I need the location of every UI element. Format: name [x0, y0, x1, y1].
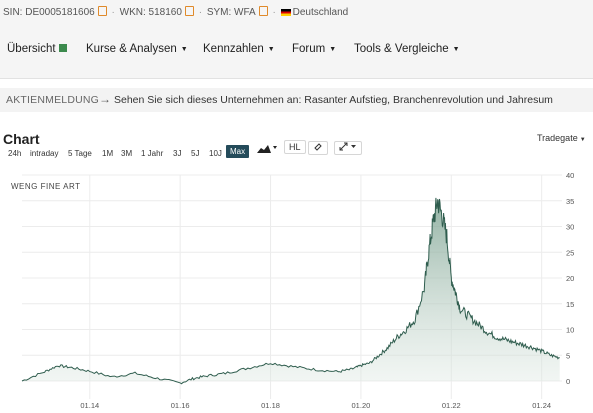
nav-item-kennzahlen[interactable]: Kennzahlen ▼: [203, 43, 275, 55]
chart-type-button[interactable]: [256, 142, 278, 156]
country-label: Deutschland: [292, 7, 349, 18]
y-tick-label: 30: [566, 223, 574, 232]
identifier-bar: SIN: DE0005181606 · WKN: 518160 · SYM: W…: [0, 0, 593, 30]
eraser-icon: [314, 143, 322, 151]
active-indicator-icon: [58, 44, 67, 52]
high-low-button[interactable]: HL: [284, 140, 306, 156]
expand-icon: [339, 142, 356, 151]
copy-symbol-icon[interactable]: [258, 6, 268, 16]
identifier-line: SIN: DE0005181606 · WKN: 518160 · SYM: W…: [3, 6, 349, 18]
range-24h-button[interactable]: 24h: [8, 149, 22, 158]
price-line: [21, 197, 560, 385]
chart-heading: Chart: [3, 131, 40, 147]
nav-item-forum[interactable]: Forum ▼: [292, 43, 337, 55]
range-max-button[interactable]: Max: [226, 145, 250, 158]
y-tick-label: 25: [566, 248, 574, 257]
nav-item-tools-vergleiche[interactable]: Tools & Vergleiche ▼: [354, 43, 460, 55]
x-tick-label: 01.22: [442, 401, 461, 410]
range-1m-button[interactable]: 1M: [102, 149, 114, 158]
caret-down-icon: ▼: [579, 137, 586, 143]
news-headline-link[interactable]: Sehen Sie sich dieses Unternehmen an: Ra…: [114, 94, 553, 106]
arrow-right-icon: →: [99, 92, 111, 106]
exchange-select[interactable]: Tradegate ▼: [537, 133, 586, 143]
copy-wkn-icon[interactable]: [184, 6, 194, 16]
y-tick-label: 40: [566, 171, 574, 180]
range-3j-button[interactable]: 3J: [173, 149, 182, 158]
range-3m-button[interactable]: 3M: [121, 149, 133, 158]
germany-flag-icon: [280, 9, 291, 16]
y-tick-label: 20: [566, 274, 574, 283]
x-tick-label: 01.14: [80, 401, 99, 410]
price-area: [22, 197, 560, 384]
draw-tool-button[interactable]: [308, 141, 328, 156]
isin-label: SIN: DE0005181606: [3, 7, 95, 18]
main-navigation: Übersicht Kurse & Analysen ▼ Kennzahlen ▼ …: [0, 30, 593, 79]
news-ticker[interactable]: AKTIENMELDUNG → Sehen Sie sich dieses Un…: [0, 88, 593, 112]
copy-isin-icon[interactable]: [97, 6, 107, 16]
range-1-jahr-button[interactable]: 1 Jahr: [141, 149, 164, 158]
y-tick-label: 15: [566, 300, 574, 309]
news-kicker: AKTIENMELDUNG: [6, 94, 100, 106]
y-axis: 0 5 10 15 20 25 30 35 40: [566, 171, 574, 386]
area-chart-icon: [257, 145, 277, 153]
x-tick-label: 01.20: [352, 401, 371, 410]
y-tick-label: 10: [566, 326, 574, 335]
symbol-label: SYM: WFA: [206, 7, 256, 18]
caret-down-icon: ▼: [452, 46, 460, 53]
stock-name-label: WENG FINE ART: [11, 182, 80, 191]
caret-down-icon: ▼: [180, 46, 188, 53]
x-tick-label: 01.18: [261, 401, 280, 410]
y-tick-label: 0: [566, 377, 570, 386]
range-5-tage-button[interactable]: 5 Tage: [68, 149, 92, 158]
y-tick-label: 35: [566, 197, 574, 206]
wkn-label: WKN: 518160: [119, 7, 182, 18]
nav-item-overview[interactable]: Übersicht: [7, 43, 67, 55]
x-tick-label: 01.16: [171, 401, 190, 410]
range-intraday-button[interactable]: intraday: [30, 149, 59, 158]
caret-down-icon: ▼: [329, 46, 337, 53]
x-axis: 01.14 01.16 01.18 01.20 01.22 01.24: [80, 401, 551, 410]
nav-item-kurse-analysen[interactable]: Kurse & Analysen ▼: [86, 43, 188, 55]
x-tick-label: 01.24: [532, 401, 551, 410]
y-tick-label: 5: [566, 351, 570, 360]
range-5j-button[interactable]: 5J: [191, 149, 200, 158]
range-10j-button[interactable]: 10J: [209, 149, 222, 158]
expand-chart-button[interactable]: [334, 141, 362, 156]
caret-down-icon: ▼: [267, 46, 275, 53]
